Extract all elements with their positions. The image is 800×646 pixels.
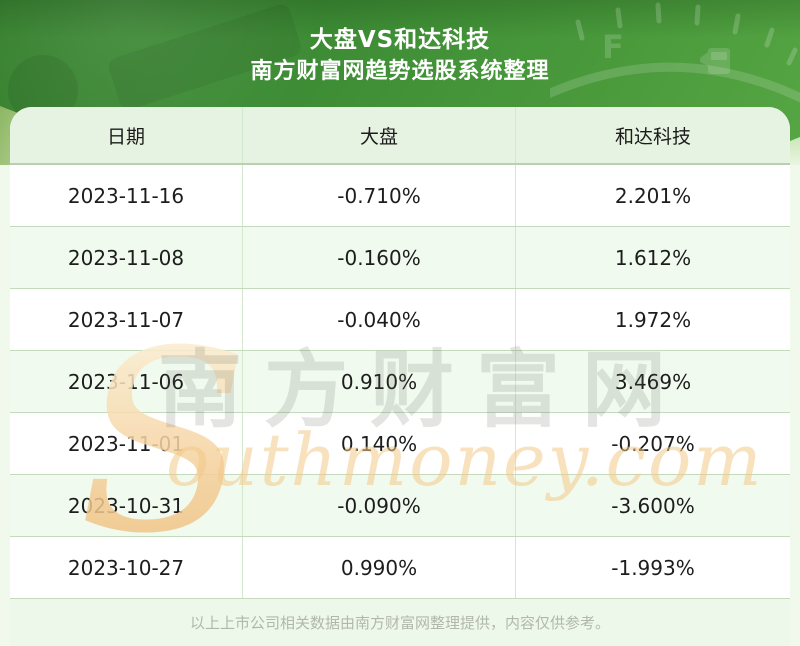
table-cell: 2023-11-01 <box>10 413 243 474</box>
background-photo-shape <box>106 1 304 113</box>
table-cell: 1.972% <box>614 307 692 332</box>
table-header-row: 日期 大盘 和达科技 <box>10 107 790 165</box>
table-cell: 0.140% <box>243 413 516 474</box>
table-cell: 2023-10-31 <box>10 475 243 536</box>
table-cell: 0.910% <box>243 351 516 412</box>
table-cell: -0.710% <box>243 165 516 226</box>
table-cell: -1.993% <box>611 555 695 580</box>
table-row: 2023-11-16 -0.710% 2.201% <box>10 165 790 227</box>
table-cell: 2023-11-07 <box>10 289 243 350</box>
table-cell: 2023-11-16 <box>10 165 243 226</box>
page-title: 大盘VS和达科技 <box>309 27 491 53</box>
table-cell: 0.990% <box>243 537 516 598</box>
table-cell: 2023-11-06 <box>10 351 243 412</box>
footer-note: 以上上市公司相关数据由南方财富网整理提供，内容仅供参考。 <box>10 599 790 646</box>
table-row: 2023-11-08 -0.160% 1.612% <box>10 227 790 289</box>
column-header: 大盘 <box>243 107 516 163</box>
table-cell: 2023-11-08 <box>10 227 243 288</box>
table-cell: 2.201% <box>614 183 692 208</box>
table-cell: 2023-10-27 <box>10 537 243 598</box>
fuel-gauge-icon: F <box>550 2 800 103</box>
table-row: 2023-10-27 0.990% -1.993% <box>10 537 790 599</box>
column-header: 和达科技 <box>614 125 691 148</box>
table-cell: -0.040% <box>243 289 516 350</box>
column-header: 日期 <box>10 107 243 163</box>
table-cell: -3.600% <box>611 493 695 518</box>
table-cell: -0.090% <box>243 475 516 536</box>
svg-text:F: F <box>602 28 624 66</box>
content-panel: 日期 大盘 和达科技 2023-11-16 -0.710% 2.201% 2023-11-… <box>10 107 790 646</box>
page-subtitle: 南方财富网趋势选股系统整理 <box>250 59 550 84</box>
table-cell: 3.469% <box>614 369 692 394</box>
table-row: 2023-10-31 -0.090% -3.600% <box>10 475 790 537</box>
table-cell: -0.207% <box>611 431 695 456</box>
table-cell: -0.160% <box>243 227 516 288</box>
table-cell: 1.612% <box>614 245 692 270</box>
table-row: 2023-11-07 -0.040% 1.972% <box>10 289 790 351</box>
table-row: 2023-11-06 0.910% 3.469% <box>10 351 790 413</box>
table-row: 2023-11-01 0.140% -0.207% <box>10 413 790 475</box>
table-body: 2023-11-16 -0.710% 2.201% 2023-11-08 -0.160%… <box>10 165 790 599</box>
